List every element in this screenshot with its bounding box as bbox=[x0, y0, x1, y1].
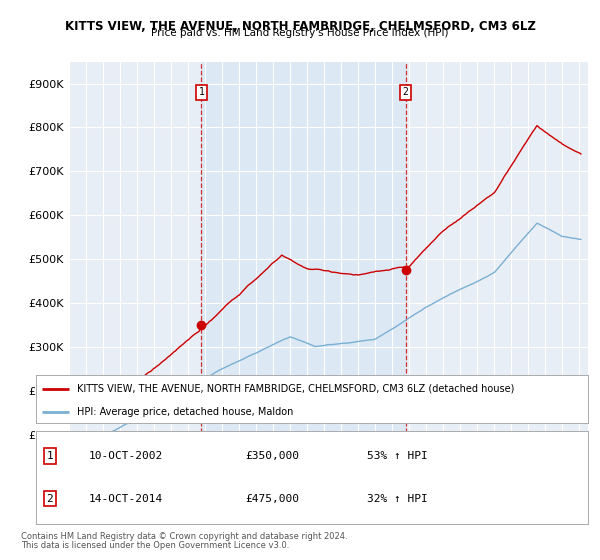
Bar bbox=[202, 62, 406, 479]
Text: 14-OCT-2014: 14-OCT-2014 bbox=[88, 494, 163, 503]
Text: This data is licensed under the Open Government Licence v3.0.: This data is licensed under the Open Gov… bbox=[21, 541, 289, 550]
Text: Contains HM Land Registry data © Crown copyright and database right 2024.: Contains HM Land Registry data © Crown c… bbox=[21, 532, 347, 541]
Text: Price paid vs. HM Land Registry's House Price Index (HPI): Price paid vs. HM Land Registry's House … bbox=[151, 28, 449, 38]
Text: HPI: Average price, detached house, Maldon: HPI: Average price, detached house, Mald… bbox=[77, 407, 294, 417]
Text: KITTS VIEW, THE AVENUE, NORTH FAMBRIDGE, CHELMSFORD, CM3 6LZ (detached house): KITTS VIEW, THE AVENUE, NORTH FAMBRIDGE,… bbox=[77, 384, 515, 394]
Text: 1: 1 bbox=[46, 451, 53, 461]
Text: 53% ↑ HPI: 53% ↑ HPI bbox=[367, 451, 428, 461]
Text: 2: 2 bbox=[403, 87, 409, 97]
Text: 10-OCT-2002: 10-OCT-2002 bbox=[88, 451, 163, 461]
Text: £350,000: £350,000 bbox=[246, 451, 300, 461]
Text: 2: 2 bbox=[46, 494, 53, 503]
Text: 1: 1 bbox=[199, 87, 205, 97]
Text: £475,000: £475,000 bbox=[246, 494, 300, 503]
Text: KITTS VIEW, THE AVENUE, NORTH FAMBRIDGE, CHELMSFORD, CM3 6LZ: KITTS VIEW, THE AVENUE, NORTH FAMBRIDGE,… bbox=[65, 20, 535, 32]
Text: 32% ↑ HPI: 32% ↑ HPI bbox=[367, 494, 428, 503]
